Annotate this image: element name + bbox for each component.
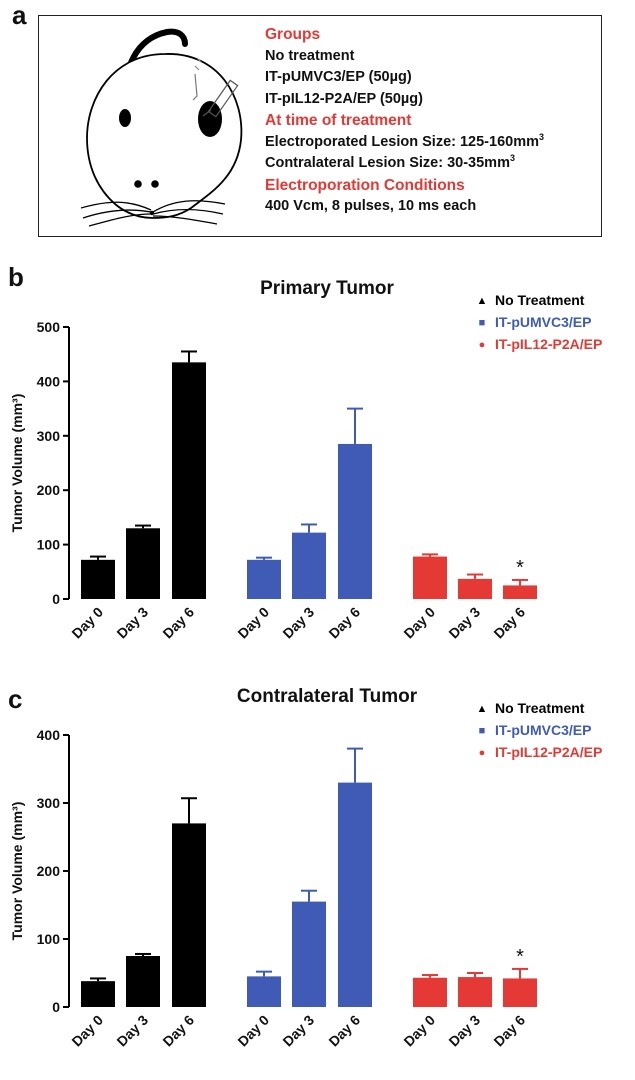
conditions-heading: Electroporation Conditions — [265, 176, 465, 194]
legend-label-0: No Treatment — [495, 292, 585, 308]
x-tick-label: Day 3 — [113, 1012, 151, 1050]
bar-it-pil12-p2a-ep-day-6 — [503, 978, 537, 1007]
mouse-illustration — [80, 28, 243, 227]
legend-marker-0: ▲ — [477, 703, 488, 715]
mouse-whiskers — [80, 200, 226, 227]
y-tick-label: 200 — [37, 863, 61, 879]
legend-marker-2: ● — [479, 339, 486, 351]
legend-label-0: No Treatment — [495, 700, 585, 716]
x-tick-label: Day 3 — [113, 604, 151, 642]
bar-no-treatment-day-3 — [126, 528, 160, 599]
legend-marker-2: ● — [479, 747, 486, 759]
legend-label-1: IT-pUMVC3/EP — [495, 722, 591, 738]
panel-label-a: a — [12, 0, 27, 30]
mouse-left-ear-spot — [119, 109, 131, 127]
bar-it-pumvc3-ep-day-6 — [338, 443, 372, 599]
y-tick-label: 100 — [37, 931, 61, 947]
mouse-right-ear-spot — [198, 101, 222, 137]
bar-it-pil12-p2a-ep-day-3 — [458, 977, 492, 1007]
bar-it-pil12-p2a-ep-day-6 — [503, 585, 537, 599]
legend-marker-0: ▲ — [477, 295, 488, 307]
y-axis-label: Tumor Volume (mm³) — [9, 802, 25, 941]
mouse-left-eye — [134, 180, 142, 188]
electroporated-lesion-size: Electroporated Lesion Size: 125-160mm3 — [265, 131, 545, 150]
bar-no-treatment-day-6 — [172, 362, 206, 599]
y-tick-label: 400 — [37, 727, 61, 743]
bar-it-pumvc3-ep-day-0 — [247, 559, 281, 599]
y-tick-label: 400 — [37, 373, 61, 389]
panel-label-b: b — [8, 262, 24, 292]
y-tick-label: 100 — [37, 537, 61, 553]
x-tick-label: Day 0 — [400, 604, 438, 642]
time-heading: At time of treatment — [265, 112, 412, 129]
x-tick-label: Day 6 — [325, 1012, 363, 1050]
chart-title: Contralateral Tumor — [237, 686, 418, 707]
bar-no-treatment-day-0 — [81, 981, 115, 1007]
y-tick-label: 0 — [52, 591, 60, 607]
x-tick-label: Day 6 — [159, 1012, 197, 1050]
x-tick-label: Day 3 — [445, 1012, 483, 1050]
mouse-body — [86, 53, 243, 219]
x-tick-label: Day 6 — [325, 604, 363, 642]
info-text: Groups No treatment IT-pUMVC3/EP (50µg) … — [265, 24, 544, 218]
x-tick-label: Day 0 — [234, 1012, 272, 1050]
panel-label-c: c — [8, 684, 23, 714]
bar-no-treatment-day-0 — [81, 559, 115, 599]
x-tick-label: Day 6 — [490, 604, 528, 642]
legend-label-2: IT-pIL12-P2A/EP — [495, 744, 602, 760]
bar-it-pumvc3-ep-day-6 — [338, 782, 372, 1007]
x-tick-label: Day 6 — [490, 1012, 528, 1050]
bar-no-treatment-day-3 — [126, 956, 160, 1007]
legend-label-2: IT-pIL12-P2A/EP — [495, 336, 602, 352]
x-tick-label: Day 0 — [68, 604, 106, 642]
bar-it-pil12-p2a-ep-day-0 — [413, 977, 447, 1007]
x-tick-label: Day 3 — [279, 604, 317, 642]
y-axis-label: Tumor Volume (mm³) — [9, 394, 25, 533]
y-tick-label: 0 — [52, 999, 60, 1015]
chart-title: Primary Tumor — [260, 278, 394, 299]
experiment-info-box: Groups No treatment IT-pUMVC3/EP (50µg) … — [38, 15, 602, 237]
y-tick-label: 300 — [37, 795, 61, 811]
x-tick-label: Day 0 — [400, 1012, 438, 1050]
contralateral-lesion-size: Contralateral Lesion Size: 30-35mm3 — [265, 153, 515, 171]
significance-star: * — [516, 557, 524, 579]
legend-marker-1: ■ — [479, 317, 486, 329]
bar-it-pil12-p2a-ep-day-3 — [458, 578, 492, 599]
group-pumvc3: IT-pUMVC3/EP (50µg) — [265, 69, 412, 85]
x-tick-label: Day 3 — [279, 1012, 317, 1050]
bar-it-pumvc3-ep-day-3 — [292, 532, 326, 599]
groups-heading: Groups — [265, 26, 321, 43]
primary-tumor-chart: Primary Tumor Tumor Volume (mm³) 0 100 200 30… — [9, 278, 602, 642]
y-tick-label: 500 — [37, 319, 61, 335]
bar-it-pumvc3-ep-day-3 — [292, 901, 326, 1007]
x-tick-label: Day 6 — [159, 604, 197, 642]
group-pil12: IT-pIL12-P2A/EP (50µg) — [265, 90, 423, 107]
legend-marker-1: ■ — [479, 725, 486, 737]
bar-it-pumvc3-ep-day-0 — [247, 976, 281, 1007]
mouse-right-eye — [151, 180, 159, 188]
bar-no-treatment-day-6 — [172, 823, 206, 1007]
bar-it-pil12-p2a-ep-day-0 — [413, 556, 447, 599]
legend-label-1: IT-pUMVC3/EP — [495, 314, 591, 330]
conditions-text: 400 Vcm, 8 pulses, 10 ms each — [265, 198, 477, 214]
y-tick-label: 300 — [37, 428, 61, 444]
x-tick-label: Day 0 — [234, 604, 272, 642]
y-tick-label: 200 — [37, 482, 61, 498]
electroporation-device-icon — [192, 57, 239, 118]
mouse-nose — [149, 210, 155, 216]
x-tick-label: Day 3 — [445, 604, 483, 642]
group-no-treatment: No treatment — [265, 47, 355, 64]
x-tick-label: Day 0 — [68, 1012, 106, 1050]
contralateral-tumor-chart: Contralateral Tumor Tumor Volume (mm³) 0 10… — [9, 686, 602, 1050]
significance-star: * — [516, 946, 524, 968]
